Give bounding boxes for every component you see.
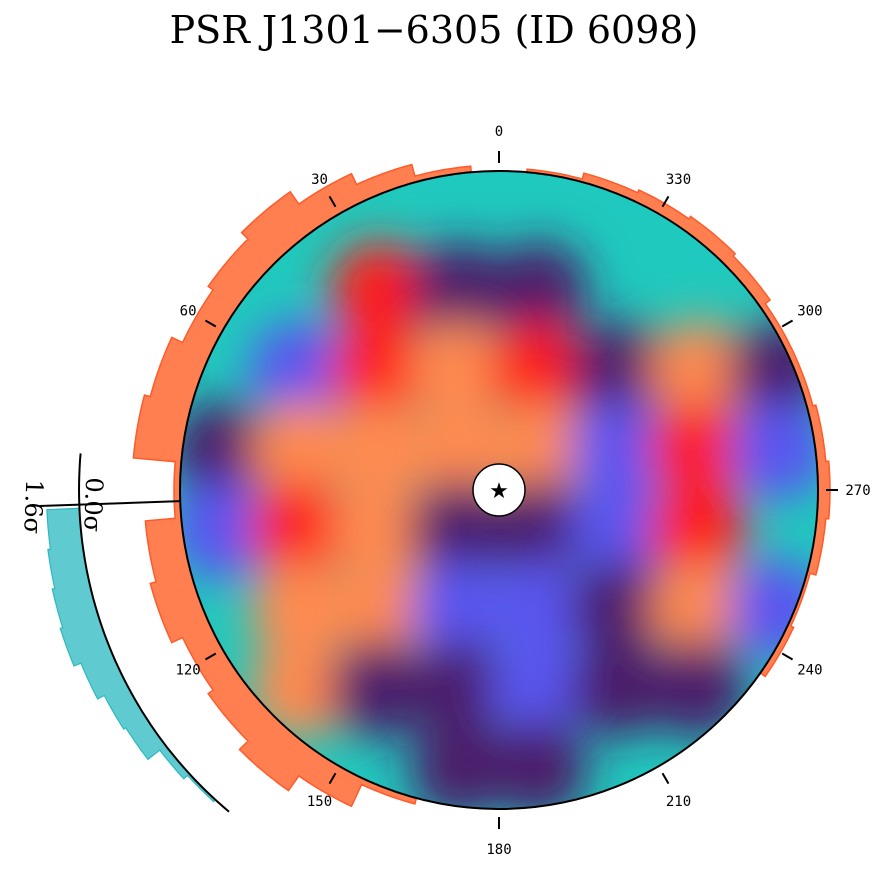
azimuth-tick: [328, 772, 337, 785]
heatmap-cell: [489, 241, 589, 341]
heatmap-cell: [409, 719, 509, 809]
azimuth-tick-label: 210: [666, 794, 691, 810]
heatmap-cell: [409, 639, 509, 739]
heatmap-cell: [180, 480, 270, 580]
azimuth-tick: [781, 652, 794, 661]
heatmap-cell: [648, 639, 748, 739]
significance-scale: 0.0σ1.6σ: [18, 477, 181, 535]
heatmap-cell: [728, 400, 818, 500]
azimuth-ticks: 0 30 60 120 150 180 210 240 270 300 330: [175, 124, 870, 858]
heatmap-cell: [250, 639, 350, 739]
azimuth-tick-label: 0: [495, 124, 503, 140]
chart-title: PSR J1301−6305 (ID 6098): [169, 8, 699, 52]
azimuth-tick-label: 150: [307, 794, 332, 810]
heatmap-cell: [409, 241, 509, 341]
azimuth-tick-label: 270: [845, 483, 870, 499]
heatmap-cell: [489, 639, 589, 739]
heatmap-cell: [569, 400, 669, 500]
azimuth-tick: [661, 772, 670, 785]
heatmap-cell: [569, 560, 669, 660]
heatmap-cell: [180, 400, 270, 500]
heatmap-cell: [648, 320, 748, 420]
heatmap-cell: [489, 560, 589, 660]
heatmap-cell: [250, 480, 350, 580]
azimuth-tick-label: 330: [666, 172, 691, 188]
heatmap-cell: [329, 639, 429, 739]
heatmap-cell: [648, 560, 748, 660]
significance-profile-histogram: [46, 453, 230, 813]
star-icon: ★: [489, 479, 509, 504]
azimuth-tick-label: 300: [797, 304, 822, 320]
heatmap-cell: [409, 560, 509, 660]
heatmap-cell: [329, 241, 429, 341]
azimuth-tick-label: 30: [311, 172, 328, 188]
heatmap-cell: [648, 480, 748, 580]
azimuth-tick-label: 60: [180, 304, 197, 320]
heatmap-cell: [569, 480, 669, 580]
azimuth-tick: [328, 195, 337, 208]
azimuth-tick: [661, 195, 670, 208]
heatmap-cell: [329, 560, 429, 660]
heatmap-cell: [569, 639, 669, 739]
heatmap-cell: [329, 400, 429, 500]
azimuth-tick: [204, 319, 217, 328]
heatmap-cell: [648, 400, 748, 500]
azimuth-tick-label: 240: [797, 663, 822, 679]
azimuth-tick-label: 180: [486, 842, 511, 858]
heatmap-cell: [409, 320, 509, 420]
azimuth-tick: [781, 319, 794, 328]
heatmap-cell: [250, 400, 350, 500]
map-outline: [179, 170, 819, 810]
heatmap-cell: [329, 480, 429, 580]
significance-baseline: [77, 453, 230, 813]
heatmap-cell: [250, 560, 350, 660]
azimuth-tick-label: 120: [175, 663, 200, 679]
heatmap-cell: [329, 320, 429, 420]
heatmap-cell: [569, 320, 669, 420]
heatmap-cell: [489, 320, 589, 420]
heatmap-cell: [489, 719, 589, 809]
center-marker-circle: [472, 463, 526, 517]
sky-heatmap: [180, 171, 818, 809]
sigma-scale-line: [39, 500, 181, 508]
heatmap-cell: [250, 320, 350, 420]
azimuth-tick: [204, 652, 217, 661]
